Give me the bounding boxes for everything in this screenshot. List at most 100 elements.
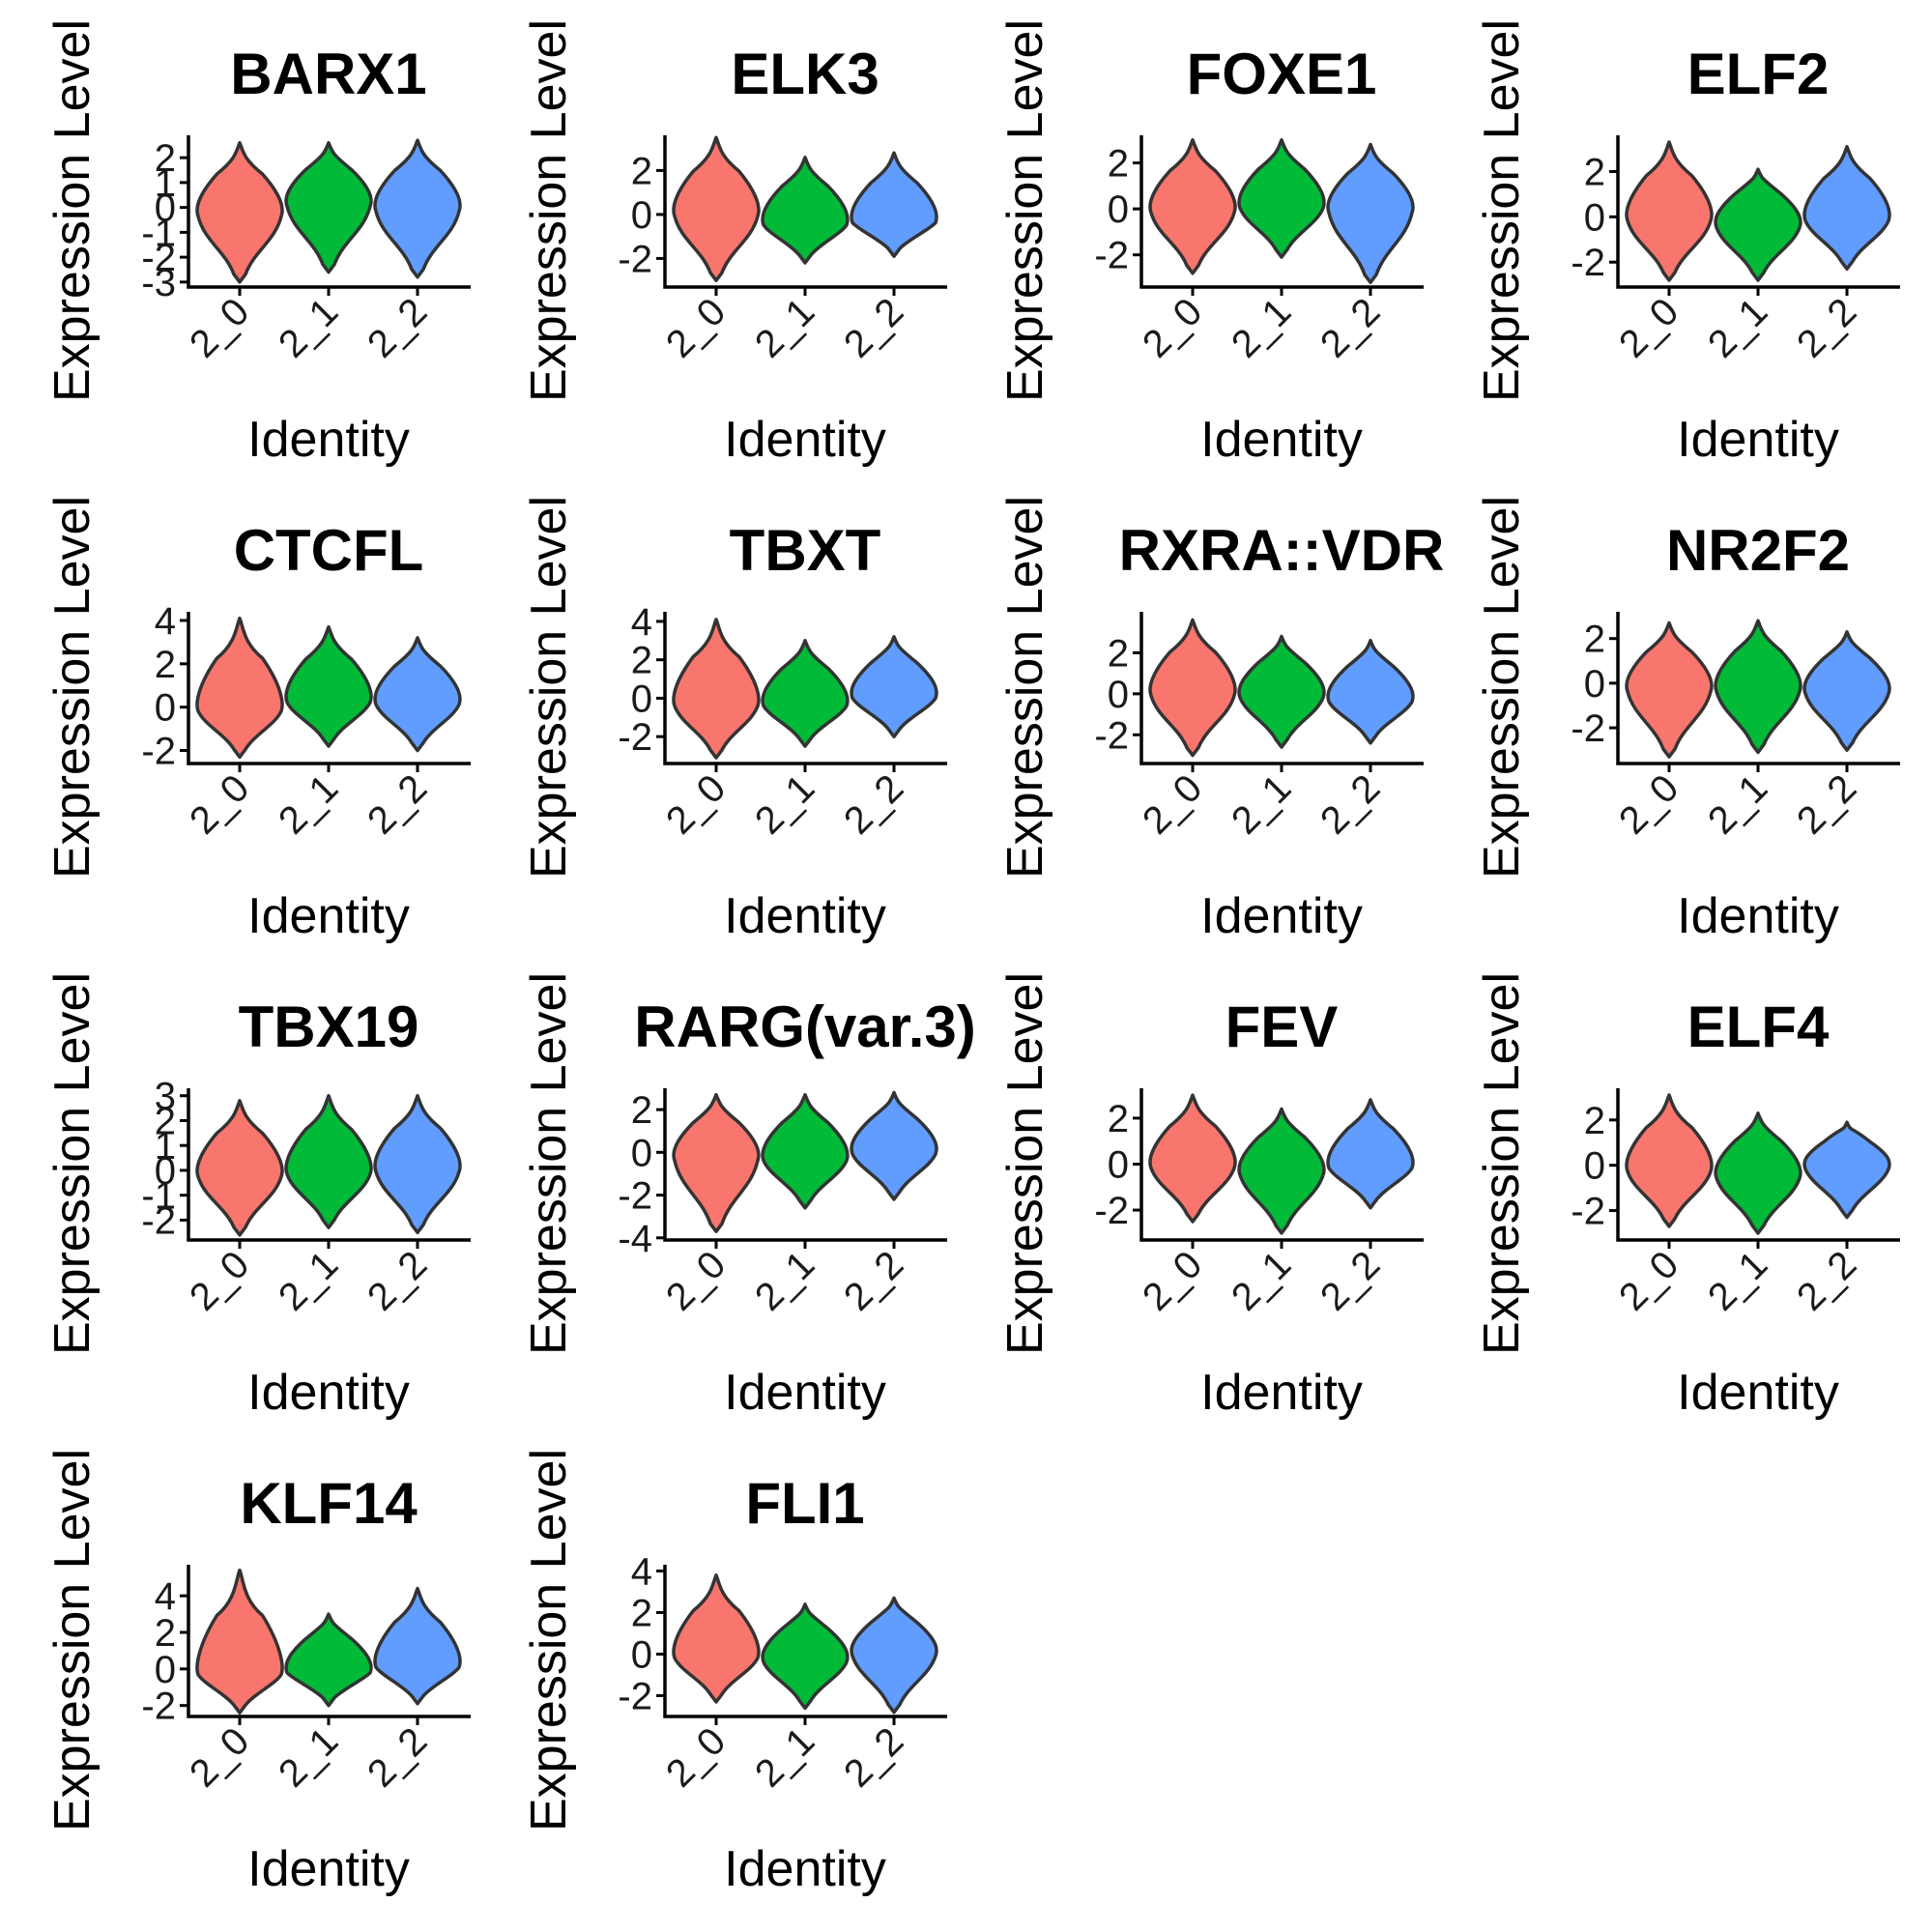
panel-title: FLI1	[745, 1471, 864, 1536]
violin-panel: RARG(var.3) Expression Level Identity -4-20…	[521, 972, 976, 1421]
panel-title: TBX19	[239, 995, 419, 1059]
y-tick-label: 1	[155, 1125, 176, 1168]
axis-lines	[663, 1088, 947, 1242]
y-tick-label: 0	[1584, 663, 1605, 706]
violin-panel: ELF2 Expression Level Identity -202 2_0 2_1 2_…	[1474, 19, 1900, 468]
y-tick-label: -2	[618, 238, 652, 280]
y-tick-label: -2	[1094, 235, 1129, 277]
y-tick-label: -1	[141, 212, 176, 254]
axis-lines	[1139, 1088, 1424, 1242]
violin-2-2	[850, 1090, 938, 1201]
axis-lines	[1139, 612, 1424, 765]
y-tick-label: -2	[618, 1175, 652, 1218]
y-tick-label: 0	[631, 678, 652, 720]
y-tick-label: 1	[155, 162, 176, 205]
x-tick-label: 2_0	[182, 1719, 257, 1795]
violin-2-2	[1326, 142, 1415, 284]
y-axis-label: Expression Level	[44, 1449, 101, 1831]
y-tick-label: -2	[1571, 242, 1605, 284]
x-tick-label: 2_2	[836, 1243, 911, 1318]
panel-title: BARX1	[230, 42, 426, 106]
y-tick-label: 0	[1108, 674, 1129, 716]
x-tick-label: 2_2	[1789, 290, 1864, 365]
x-axis-label: Identity	[1200, 1365, 1363, 1421]
x-tick-label: 2_1	[271, 290, 346, 365]
violin-2-1	[1237, 634, 1326, 749]
y-tick-label: 4	[155, 600, 176, 643]
y-tick-label: 0	[155, 1649, 176, 1691]
y-axis-label: Expression Level	[44, 496, 101, 879]
violin-2-1	[284, 1612, 373, 1708]
y-tick-label: 2	[155, 137, 176, 180]
axis-lines	[663, 135, 947, 289]
violin-panel: ELF4 Expression Level Identity -202 2_0 2_1 2_…	[1474, 972, 1900, 1421]
violin-2-1	[284, 1093, 373, 1229]
x-tick-label: 2_0	[1135, 1243, 1210, 1318]
x-axis-label: Identity	[1677, 888, 1839, 944]
y-tick-label: 2	[1584, 151, 1605, 193]
violin-2-0	[195, 140, 284, 284]
y-tick-label: -2	[1094, 1190, 1129, 1232]
y-tick-label: 2	[155, 1612, 176, 1655]
x-tick-label: 2_1	[1700, 1243, 1775, 1318]
panel-title: ELK3	[731, 42, 879, 106]
panel-title: ELF2	[1687, 42, 1830, 106]
violin-2-2	[373, 636, 462, 753]
axis-lines	[663, 1565, 947, 1718]
violin-2-2	[1802, 144, 1891, 272]
x-tick-label: 2_2	[360, 290, 435, 365]
y-axis-label: Expression Level	[997, 496, 1053, 879]
y-tick-label: 0	[155, 1150, 176, 1193]
x-tick-label: 2_2	[360, 766, 435, 842]
y-tick-label: 2	[1584, 619, 1605, 661]
x-axis-label: Identity	[724, 412, 886, 468]
y-tick-label: -2	[1094, 714, 1129, 757]
panel-title: ELF4	[1687, 995, 1830, 1059]
x-tick-label: 2_1	[1224, 1243, 1299, 1318]
y-axis-label: Expression Level	[521, 1449, 577, 1831]
y-tick-label: 0	[1108, 188, 1129, 231]
violin-2-1	[1237, 138, 1326, 259]
y-tick-label: 2	[631, 1592, 652, 1634]
violin-2-2	[373, 1586, 462, 1706]
y-tick-label: 4	[631, 1550, 652, 1593]
y-tick-label: -4	[618, 1218, 652, 1260]
x-tick-label: 2_0	[182, 290, 257, 365]
y-tick-label: 2	[631, 1089, 652, 1132]
y-tick-label: -2	[618, 716, 652, 759]
violin-panel: FEV Expression Level Identity -202 2_0 2_1 2_2	[997, 972, 1424, 1421]
violin-2-1	[284, 624, 373, 748]
axis-lines	[187, 1565, 471, 1718]
x-axis-label: Identity	[247, 1841, 410, 1897]
x-tick-label: 2_0	[658, 290, 734, 365]
axis-lines	[663, 612, 947, 765]
x-tick-label: 2_0	[658, 1719, 734, 1795]
x-tick-label: 2_2	[836, 766, 911, 842]
y-tick-label: -2	[1571, 1191, 1605, 1233]
x-tick-label: 2_0	[182, 1243, 257, 1318]
violin-panel: ELK3 Expression Level Identity -202 2_0 2_1 2_…	[521, 19, 947, 468]
x-tick-label: 2_2	[1312, 766, 1388, 842]
violin-2-0	[195, 1099, 284, 1237]
y-tick-label: -2	[141, 731, 176, 773]
x-axis-label: Identity	[724, 1841, 886, 1897]
x-axis-label: Identity	[1677, 412, 1839, 468]
violin-2-0	[1625, 1093, 1714, 1228]
y-tick-label: 2	[155, 644, 176, 686]
violin-2-2	[1802, 1120, 1891, 1220]
y-tick-label: 3	[155, 1076, 176, 1118]
y-axis-label: Expression Level	[997, 972, 1053, 1355]
y-tick-label: -1	[141, 1175, 176, 1218]
violin-2-0	[672, 618, 761, 760]
panel-title: CTCFL	[234, 518, 424, 583]
x-axis-label: Identity	[724, 1365, 886, 1421]
x-tick-label: 2_1	[747, 1243, 822, 1318]
axis-lines	[187, 1088, 471, 1242]
violin-2-1	[284, 140, 373, 274]
x-axis-label: Identity	[247, 888, 410, 944]
